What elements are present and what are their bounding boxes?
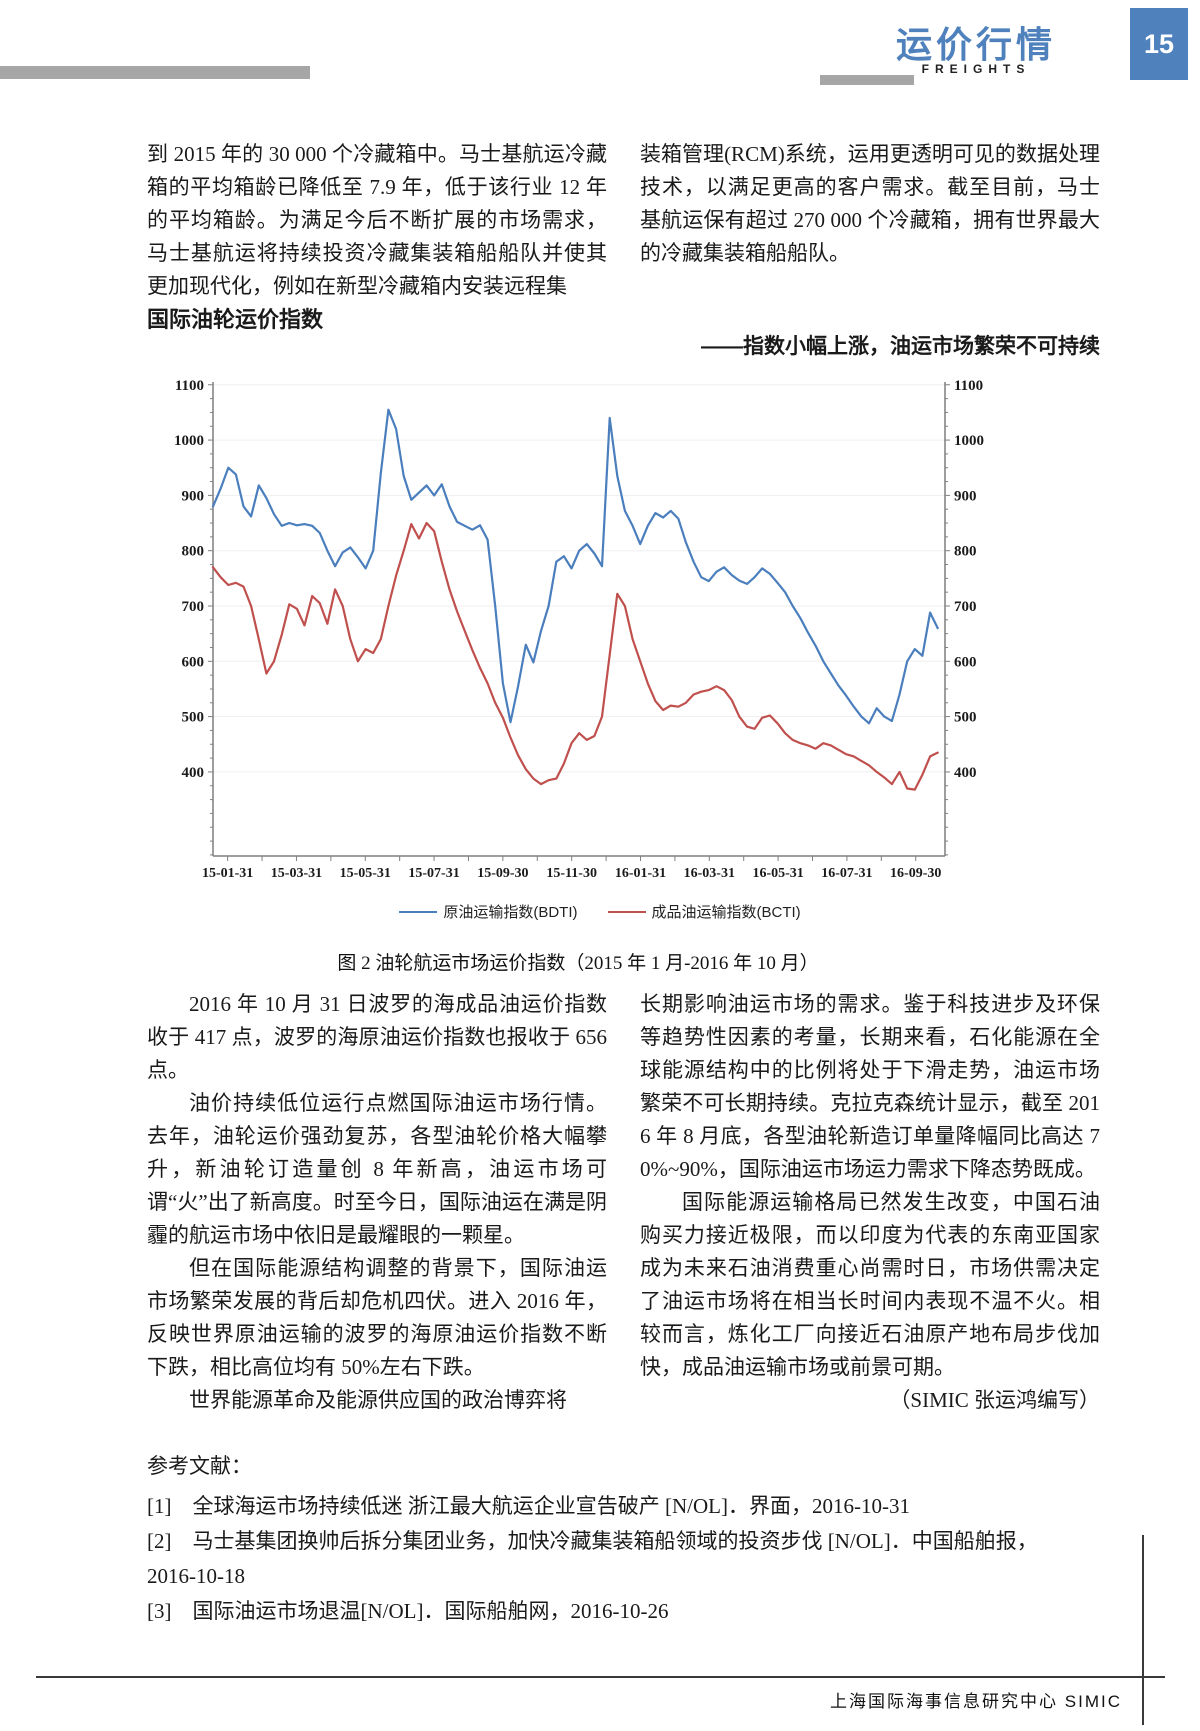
svg-text:1100: 1100 xyxy=(175,378,204,394)
legend-line-swatch xyxy=(399,910,438,913)
svg-text:700: 700 xyxy=(954,599,977,615)
paragraph: 世界能源革命及能源供应国的政治博弈将 xyxy=(189,1388,567,1412)
series-line xyxy=(211,521,939,791)
svg-text:700: 700 xyxy=(182,599,205,615)
legend-label: 原油运输指数(BDTI) xyxy=(443,904,578,921)
paragraph: 油价持续低位运行点燃国际油运市场行情。去年，油轮运价强劲复苏，各型油轮价格大幅攀… xyxy=(147,1091,607,1247)
reference-line: [3] 国际油运市场退温[N/OL]．国际船舶网，2016-10-26 xyxy=(147,1599,669,1623)
svg-text:900: 900 xyxy=(182,488,205,504)
svg-text:15-03-31: 15-03-31 xyxy=(271,866,322,881)
header-gray-bar xyxy=(0,66,310,79)
footer-rule xyxy=(36,1676,1165,1678)
author-signature: （SIMIC 张运鸿编写） xyxy=(889,1388,1100,1412)
paragraph: 2016 年 10 月 31 日波罗的海成品油运价指数收于 417 点，波罗的海… xyxy=(147,992,607,1082)
svg-text:15-01-31: 15-01-31 xyxy=(202,866,253,881)
reference-line: 2016-10-18 xyxy=(147,1564,245,1588)
top-right-column: 装箱管理(RCM)系统，运用更透明可见的数据处理技术，以满足更高的客户需求。截至… xyxy=(640,138,1100,336)
body-left-column: 2016 年 10 月 31 日波罗的海成品油运价指数收于 417 点，波罗的海… xyxy=(147,988,607,1417)
paragraph: 长期影响油运市场的需求。鉴于科技进步及环保等趋势性因素的考量，长期来看，石化能源… xyxy=(640,992,1100,1181)
svg-text:16-05-31: 16-05-31 xyxy=(752,866,803,881)
references-title: 参考文献： xyxy=(147,1454,252,1478)
references-section: 参考文献： [1] 全球海运市场持续低迷 浙江最大航运企业宣告破产 [N/OL]… xyxy=(147,1450,1100,1629)
freight-index-line-chart: 400 400 500 500 600 600 700 700 800 800 900 900 1000… xyxy=(174,378,984,881)
reference-line: [2] 马士基集团换帅后拆分集团业务，加快冷藏集装箱船领域的投资步伐 [N/OL… xyxy=(147,1529,1038,1553)
svg-text:900: 900 xyxy=(954,488,977,504)
svg-text:15-05-31: 15-05-31 xyxy=(340,866,391,881)
svg-text:16-09-30: 16-09-30 xyxy=(890,866,941,881)
svg-text:800: 800 xyxy=(182,544,205,560)
svg-text:15-11-30: 15-11-30 xyxy=(546,866,597,881)
svg-text:1000: 1000 xyxy=(174,433,204,449)
chart-block: 400 400 500 500 600 600 700 700 800 800 900 900 1000… xyxy=(148,372,1052,975)
figure-caption: 图 2 油轮航运市场运价指数（2015 年 1 月-2016 年 10 月） xyxy=(337,953,819,974)
svg-text:400: 400 xyxy=(954,765,977,781)
svg-text:400: 400 xyxy=(182,765,205,781)
section-subtitle: ——指数小幅上涨，油运市场繁荣不可持续 xyxy=(701,335,1100,358)
legend-label: 成品油运输指数(BCTI) xyxy=(651,904,801,921)
paragraph: 国际能源运输格局已然发生改变，中国石油购买力接近极限，而以印度为代表的东南亚国家… xyxy=(640,1190,1100,1379)
svg-text:16-03-31: 16-03-31 xyxy=(684,866,735,881)
top-text-columns: 到 2015 年的 30 000 个冷藏箱中。马士基航运冷藏箱的平均箱龄已降低至… xyxy=(147,138,1100,336)
svg-text:600: 600 xyxy=(954,654,977,670)
paragraph: 到 2015 年的 30 000 个冷藏箱中。马士基航运冷藏箱的平均箱龄已降低至… xyxy=(147,142,607,298)
svg-text:1100: 1100 xyxy=(954,378,983,394)
svg-text:16-07-31: 16-07-31 xyxy=(821,866,872,881)
page-header-subtitle: FREIGHTS xyxy=(921,62,1031,76)
header-gray-bar-segment xyxy=(820,75,914,85)
top-left-column: 到 2015 年的 30 000 个冷藏箱中。马士基航运冷藏箱的平均箱龄已降低至… xyxy=(147,138,607,336)
svg-text:800: 800 xyxy=(954,544,977,560)
svg-text:16-01-31: 16-01-31 xyxy=(615,866,666,881)
body-right-column: 长期影响油运市场的需求。鉴于科技进步及环保等趋势性因素的考量，长期来看，石化能源… xyxy=(640,988,1100,1417)
references-list: [1] 全球海运市场持续低迷 浙江最大航运企业宣告破产 [N/OL]．界面，20… xyxy=(147,1489,1100,1629)
page-number-badge: 15 xyxy=(1130,8,1188,80)
svg-text:500: 500 xyxy=(182,710,205,726)
page-header-title: 运价行情 xyxy=(895,24,1056,65)
svg-text:15-09-30: 15-09-30 xyxy=(477,866,528,881)
footer-text: 上海国际海事信息研究中心 SIMIC xyxy=(830,1692,1122,1711)
section-title: 国际油轮运价指数 xyxy=(147,307,324,332)
legend-line-swatch xyxy=(607,910,646,913)
svg-text:15-07-31: 15-07-31 xyxy=(408,866,459,881)
paragraph: 装箱管理(RCM)系统，运用更透明可见的数据处理技术，以满足更高的客户需求。截至… xyxy=(640,142,1100,265)
svg-text:600: 600 xyxy=(182,654,205,670)
series-line xyxy=(211,408,939,725)
svg-text:500: 500 xyxy=(954,710,977,726)
right-vertical-rule xyxy=(1142,1535,1144,1725)
legend-item: 原油运输指数(BDTI) xyxy=(399,901,578,922)
reference-line: [1] 全球海运市场持续低迷 浙江最大航运企业宣告破产 [N/OL]．界面，20… xyxy=(147,1494,910,1518)
body-text-columns: 2016 年 10 月 31 日波罗的海成品油运价指数收于 417 点，波罗的海… xyxy=(147,988,1100,1417)
paragraph: 但在国际能源结构调整的背景下，国际油运市场繁荣发展的背后却危机四伏。进入 201… xyxy=(147,1256,607,1379)
svg-text:1000: 1000 xyxy=(954,433,984,449)
legend-item: 成品油运输指数(BCTI) xyxy=(607,901,801,922)
chart-legend: 原油运输指数(BDTI) 成品油运输指数(BCTI) xyxy=(148,901,1052,922)
